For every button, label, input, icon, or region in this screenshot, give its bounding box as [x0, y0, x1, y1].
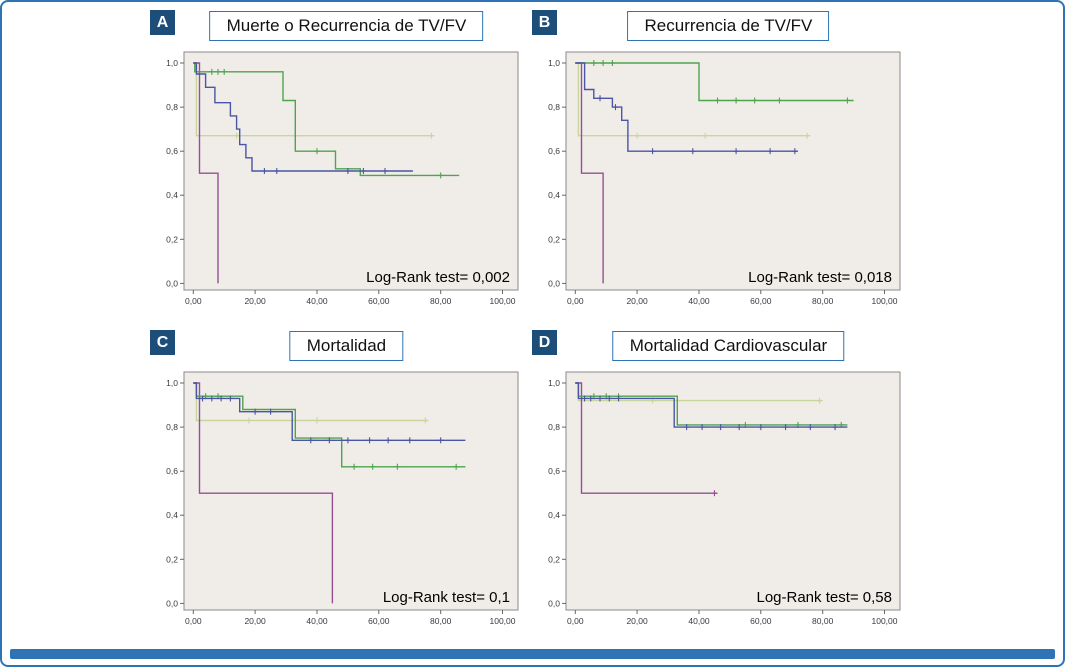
panel-c-plot: 0,00 20,00 40,00 60,00 80,00 100,00 0,0 0,2 0,4 0…	[146, 366, 524, 636]
svg-text:0,2: 0,2	[166, 234, 178, 244]
panel-d-letter-badge: D	[532, 330, 557, 355]
km-plot-a: 0,00 20,00 40,00 60,00 80,00 100,00 0,0 0,2 0,4 0…	[166, 51, 519, 306]
svg-text:0,0: 0,0	[548, 278, 560, 288]
svg-text:0,4: 0,4	[166, 510, 178, 520]
logrank-annotation-d: Log-Rank test= 0,58	[756, 589, 892, 606]
panel-a-header: A Muerte o Recurrencia de TV/FV	[144, 8, 526, 46]
svg-text:20,00: 20,00	[626, 296, 648, 306]
svg-text:0,00: 0,00	[185, 296, 202, 306]
svg-text:0,2: 0,2	[548, 554, 560, 564]
panel-b: B Recurrencia de TV/FV 0,00 20,00 40,00 60,…	[526, 8, 908, 328]
svg-text:0,00: 0,00	[567, 296, 584, 306]
svg-text:0,00: 0,00	[185, 616, 202, 626]
svg-text:80,00: 80,00	[812, 296, 834, 306]
svg-text:1,0: 1,0	[548, 378, 560, 388]
panel-b-letter-badge: B	[532, 10, 557, 35]
svg-text:60,00: 60,00	[368, 616, 390, 626]
panel-b-header: B Recurrencia de TV/FV	[526, 8, 908, 46]
svg-text:0,4: 0,4	[548, 190, 560, 200]
panel-d-title: Mortalidad Cardiovascular	[612, 331, 845, 361]
svg-text:0,0: 0,0	[166, 278, 178, 288]
svg-text:40,00: 40,00	[688, 296, 710, 306]
panel-c-letter-badge: C	[150, 330, 175, 355]
svg-text:0,8: 0,8	[166, 102, 178, 112]
svg-text:0,2: 0,2	[548, 234, 560, 244]
svg-text:0,8: 0,8	[548, 102, 560, 112]
svg-text:100,00: 100,00	[872, 616, 898, 626]
svg-text:100,00: 100,00	[490, 616, 516, 626]
panel-a-letter-badge: A	[150, 10, 175, 35]
svg-text:1,0: 1,0	[548, 58, 560, 68]
svg-text:1,0: 1,0	[166, 378, 178, 388]
logrank-annotation-b: Log-Rank test= 0,018	[748, 269, 892, 286]
panel-a-title: Muerte o Recurrencia de TV/FV	[209, 11, 484, 41]
logrank-annotation-c: Log-Rank test= 0,1	[382, 589, 510, 606]
svg-text:20,00: 20,00	[244, 296, 266, 306]
svg-text:100,00: 100,00	[490, 296, 516, 306]
svg-text:20,00: 20,00	[626, 616, 648, 626]
panel-c-header: C Mortalidad	[144, 328, 526, 366]
svg-text:0,2: 0,2	[166, 554, 178, 564]
km-plot-c: 0,00 20,00 40,00 60,00 80,00 100,00 0,0 0,2 0,4 0…	[166, 371, 519, 626]
km-plot-b: 0,00 20,00 40,00 60,00 80,00 100,00 0,0 0,2 0,4 0…	[548, 51, 901, 306]
panel-b-plot: 0,00 20,00 40,00 60,00 80,00 100,00 0,0 0,2 0,4 0…	[528, 46, 906, 316]
km-plot-d: 0,00 20,00 40,00 60,00 80,00 100,00 0,0 0,2 0,4 0…	[548, 371, 901, 626]
svg-text:20,00: 20,00	[244, 616, 266, 626]
svg-text:40,00: 40,00	[306, 296, 328, 306]
svg-text:60,00: 60,00	[368, 296, 390, 306]
logrank-annotation-a: Log-Rank test= 0,002	[366, 269, 510, 286]
svg-text:0,00: 0,00	[567, 616, 584, 626]
svg-text:0,4: 0,4	[166, 190, 178, 200]
panel-a-plot: 0,00 20,00 40,00 60,00 80,00 100,00 0,0 0,2 0,4 0…	[146, 46, 524, 316]
svg-text:0,4: 0,4	[548, 510, 560, 520]
panel-d-header: D Mortalidad Cardiovascular	[526, 328, 908, 366]
svg-text:0,6: 0,6	[166, 146, 178, 156]
svg-text:80,00: 80,00	[812, 616, 834, 626]
svg-text:40,00: 40,00	[306, 616, 328, 626]
svg-text:0,0: 0,0	[166, 598, 178, 608]
svg-text:80,00: 80,00	[430, 296, 452, 306]
svg-text:0,6: 0,6	[548, 146, 560, 156]
panel-c-title: Mortalidad	[289, 331, 404, 361]
svg-text:60,00: 60,00	[750, 296, 772, 306]
panel-c: C Mortalidad 0,00 20,00 40,00 60,00 80,00 100…	[144, 328, 526, 642]
panel-a: A Muerte o Recurrencia de TV/FV 0,00 20,0…	[144, 8, 526, 328]
svg-text:0,0: 0,0	[548, 598, 560, 608]
svg-text:80,00: 80,00	[430, 616, 452, 626]
svg-text:0,8: 0,8	[548, 422, 560, 432]
panel-d: D Mortalidad Cardiovascular 0,00 20,00 40,…	[526, 328, 908, 642]
svg-text:1,0: 1,0	[166, 58, 178, 68]
svg-text:0,6: 0,6	[548, 466, 560, 476]
svg-text:60,00: 60,00	[750, 616, 772, 626]
panel-grid: A Muerte o Recurrencia de TV/FV 0,00 20,0…	[144, 8, 908, 642]
svg-text:100,00: 100,00	[872, 296, 898, 306]
bottom-accent-bar	[10, 649, 1055, 659]
panel-d-plot: 0,00 20,00 40,00 60,00 80,00 100,00 0,0 0,2 0,4 0…	[528, 366, 906, 636]
svg-text:40,00: 40,00	[688, 616, 710, 626]
panel-b-title: Recurrencia de TV/FV	[627, 11, 830, 41]
svg-text:0,6: 0,6	[166, 466, 178, 476]
svg-text:0,8: 0,8	[166, 422, 178, 432]
